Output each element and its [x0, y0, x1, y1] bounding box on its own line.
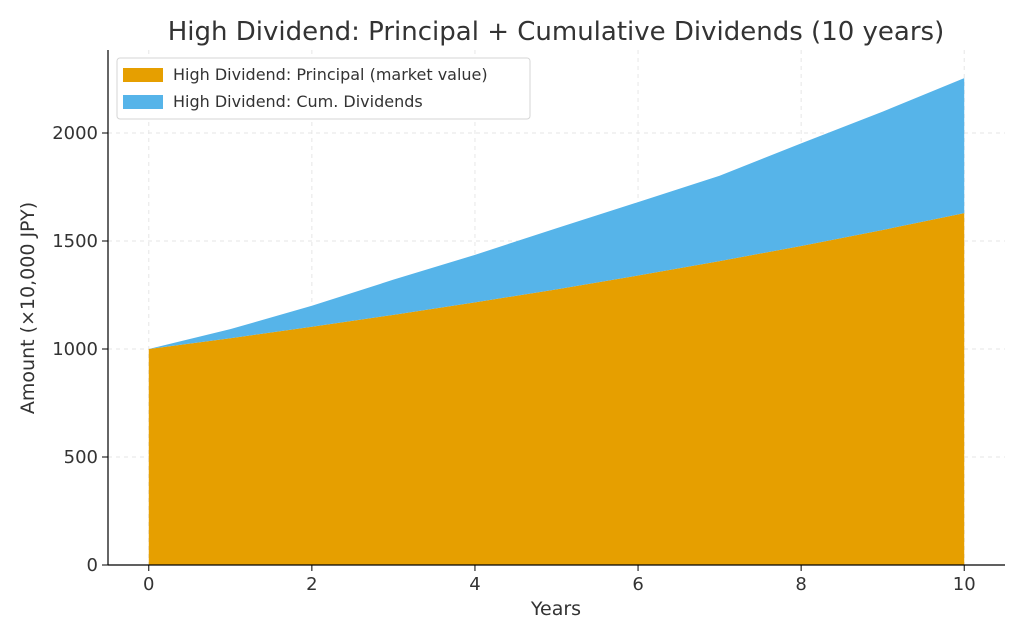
legend-swatch-0: [123, 68, 163, 82]
legend: High Dividend: Principal (market value) H…: [116, 57, 531, 120]
area-series-0: [148, 213, 965, 566]
axes: [102, 50, 1005, 571]
y-axis-label: Amount (×10,000 JPY): [17, 202, 39, 414]
y-tick-label-3: 1500: [52, 231, 98, 252]
y-tick-label-2: 1000: [52, 339, 98, 360]
y-tick-labels: 0 500 1000 1500 2000: [52, 123, 98, 576]
plot-areas: [148, 78, 965, 566]
x-tick-label-1: 2: [306, 574, 317, 595]
x-axis-label: Years: [530, 598, 581, 620]
legend-label-0: High Dividend: Principal (market value): [173, 65, 488, 84]
area-series-1: [148, 78, 965, 350]
legend-swatch-1: [123, 95, 163, 109]
y-tick-label-4: 2000: [52, 123, 98, 144]
y-tick-label-1: 500: [64, 447, 98, 468]
x-tick-label-4: 8: [795, 574, 806, 595]
x-tick-label-2: 4: [469, 574, 480, 595]
x-tick-labels: 0 2 4 6 8 10: [143, 574, 976, 595]
x-tick-label-0: 0: [143, 574, 154, 595]
legend-label-1: High Dividend: Cum. Dividends: [173, 92, 423, 111]
y-tick-label-0: 0: [87, 555, 98, 576]
x-tick-label-5: 10: [953, 574, 976, 595]
x-tick-label-3: 6: [632, 574, 643, 595]
chart-title: High Dividend: Principal + Cumulative Di…: [168, 17, 944, 47]
legend-frame: [116, 57, 531, 120]
